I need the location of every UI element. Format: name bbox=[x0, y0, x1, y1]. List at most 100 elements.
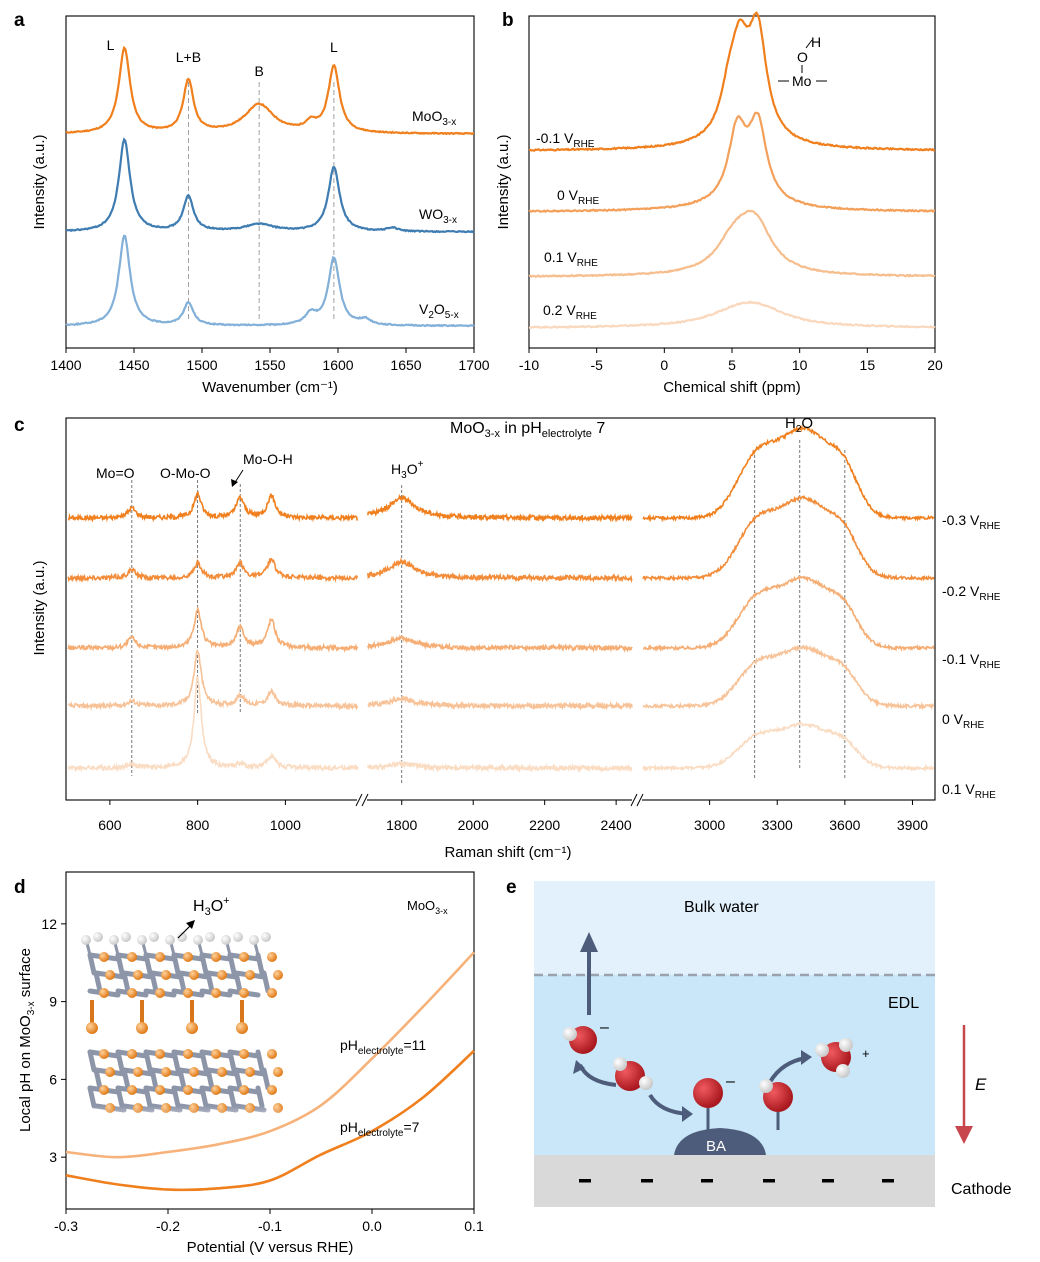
crystal-atom-oxygen bbox=[127, 952, 137, 962]
curved-arrow-right-head bbox=[801, 1050, 812, 1065]
crystal-atom-hydrogen bbox=[109, 935, 119, 945]
spectrum-line bbox=[642, 424, 935, 523]
panel-d-corner-label: MoO3-x bbox=[407, 898, 448, 916]
crystal-bond bbox=[171, 952, 181, 976]
bond-oh bbox=[805, 39, 813, 49]
series-label-v2o5x: V2O5-x bbox=[419, 301, 459, 321]
edl-region bbox=[534, 975, 935, 1155]
panel-c-guide-lines bbox=[131, 440, 846, 785]
y-tick-label: 9 bbox=[49, 994, 57, 1010]
spectrum-line bbox=[367, 760, 633, 774]
crystal-atom-hydrogen bbox=[165, 935, 175, 945]
crystal-atom-oxygen bbox=[99, 952, 109, 962]
spectrum-line bbox=[67, 648, 359, 712]
peak-label-h3o: H3O+ bbox=[391, 459, 424, 481]
crystal-bond bbox=[141, 942, 148, 956]
spectrum-line bbox=[65, 137, 475, 234]
y-tick-label: 6 bbox=[49, 1071, 57, 1087]
crystal-bond bbox=[205, 970, 215, 994]
panel-a-peak-labels: L L+B B L bbox=[107, 37, 338, 79]
hydronium-charge: + bbox=[862, 1046, 870, 1061]
hydrogen-atom bbox=[839, 1038, 853, 1052]
series-label-c-neg01: -0.1 VRHE bbox=[942, 651, 1001, 671]
panel-d-ylabel: Local pH on MoO3-x surface bbox=[17, 948, 37, 1132]
series-label-wo3x: WO3-x bbox=[419, 206, 457, 226]
series-label-b-02: 0.2 VRHE bbox=[543, 302, 597, 322]
crystal-bond bbox=[177, 970, 187, 994]
crystal-atom-hydrogen bbox=[261, 932, 271, 942]
panel-c-spectra bbox=[67, 424, 935, 774]
spectrum-line bbox=[67, 490, 359, 523]
panel-a-x-axis: 1400 1450 1500 1550 1600 1650 1700 bbox=[50, 348, 490, 373]
escape-arrow-head bbox=[580, 932, 598, 952]
y-tick-label: 12 bbox=[41, 916, 57, 932]
crystal-atom-oxygen bbox=[217, 970, 227, 980]
x-tick-label: 0 bbox=[660, 357, 668, 373]
crystal-atom-oxygen bbox=[155, 952, 165, 962]
x-tick-label: 20 bbox=[927, 357, 943, 373]
crystal-bond bbox=[113, 942, 120, 956]
ph-curve bbox=[65, 951, 475, 1159]
crystal-bond bbox=[85, 942, 92, 956]
crystal-atom-oxygen bbox=[161, 970, 171, 980]
hydronium-ion: + bbox=[815, 1038, 870, 1078]
spectrum-series bbox=[67, 494, 935, 584]
anchored-water bbox=[759, 1079, 793, 1112]
panel-d-xlabel: Potential (V versus RHE) bbox=[187, 1239, 354, 1256]
x-tick-label: 1500 bbox=[186, 357, 217, 373]
cathode-charges bbox=[579, 1179, 894, 1183]
panel-c-label: c bbox=[14, 415, 25, 436]
x-tick-label: 600 bbox=[98, 817, 122, 833]
crystal-atom-oxygen bbox=[239, 952, 249, 962]
crystal-atom-hydrogen bbox=[233, 932, 243, 942]
crystal-atom-hydrogen bbox=[149, 932, 159, 942]
axis-break-slash bbox=[355, 793, 363, 807]
series-label-c-01: 0.1 VRHE bbox=[942, 781, 996, 801]
spectrum-line bbox=[642, 644, 935, 711]
panel-a-xlabel: Wavenumber (cm⁻¹) bbox=[202, 379, 338, 396]
series-label-b-01: 0.1 VRHE bbox=[544, 249, 598, 269]
panel-c-axis-breaks bbox=[355, 793, 644, 807]
crystal-atom-oxygen bbox=[136, 1022, 148, 1034]
crystal-atom-oxygen bbox=[99, 988, 109, 998]
base-anchor bbox=[674, 1128, 766, 1155]
panel-c: c 600 800 1000 1800 2000 2200 2400 3000 3300 3600… bbox=[14, 415, 1001, 861]
mo-o-h-arrowhead bbox=[231, 479, 238, 487]
spectrum-line bbox=[367, 634, 633, 653]
crystal-bond bbox=[87, 952, 97, 976]
spectrum-line bbox=[528, 209, 936, 278]
x-tick-label: 10 bbox=[792, 357, 808, 373]
panel-c-ylabel: Intensity (a.u.) bbox=[31, 560, 48, 655]
x-tick-label: -0.3 bbox=[54, 1218, 78, 1234]
crystal-structure-inset bbox=[70, 932, 295, 1130]
spectrum-line bbox=[642, 575, 935, 653]
structure-o: O bbox=[797, 49, 808, 65]
crystal-bond bbox=[115, 952, 125, 976]
panel-b-label: b bbox=[502, 10, 514, 31]
crystal-atom-oxygen bbox=[105, 970, 115, 980]
panel-d: d -0.3 -0.2 -0.1 0.0 0.1 3 6 9 12 Potential (V v… bbox=[14, 871, 484, 1256]
panel-a-ylabel: Intensity (a.u.) bbox=[31, 134, 48, 229]
x-tick-label: 2200 bbox=[529, 817, 560, 833]
x-tick-label: 3000 bbox=[694, 817, 725, 833]
series-label-c-0: 0 VRHE bbox=[942, 711, 984, 731]
edl-label: EDL bbox=[888, 995, 919, 1012]
axis-break-slash bbox=[636, 793, 644, 807]
x-tick-label: -10 bbox=[519, 357, 539, 373]
x-tick-label: 0.0 bbox=[362, 1218, 382, 1234]
negative-charge bbox=[579, 1179, 591, 1183]
series-label-b-neg01: -0.1 VRHE bbox=[536, 130, 595, 150]
spectrum-series bbox=[67, 675, 935, 774]
hydroxide-charge: – bbox=[600, 1019, 609, 1036]
crystal-bond bbox=[227, 952, 237, 976]
spectrum-series bbox=[67, 644, 935, 712]
panel-c-xlabel: Raman shift (cm⁻¹) bbox=[444, 844, 571, 861]
x-tick-label: 3600 bbox=[829, 817, 860, 833]
negative-charge bbox=[701, 1179, 713, 1183]
spectrum-line bbox=[528, 11, 936, 152]
axis-break-gap bbox=[632, 796, 642, 804]
panel-b-frame bbox=[528, 15, 936, 349]
x-tick-label: 1450 bbox=[118, 357, 149, 373]
x-tick-label: 1000 bbox=[270, 817, 301, 833]
